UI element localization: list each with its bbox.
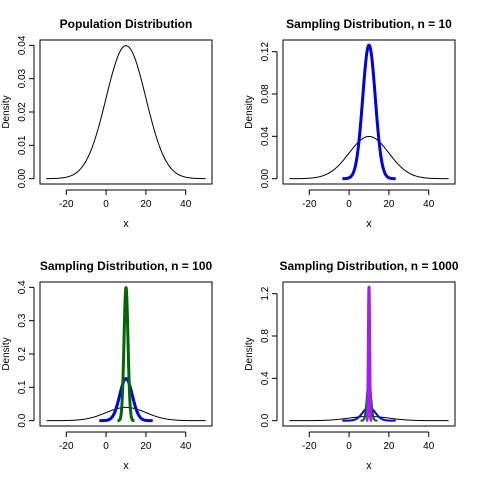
series-line-2 (97, 377, 155, 423)
x-axis-label: x (366, 460, 372, 472)
x-tick-label: -20 (302, 441, 317, 452)
y-tick-label: 0.08 (260, 84, 271, 104)
x-axis-label: x (366, 218, 372, 230)
y-tick-label: 0.03 (17, 68, 28, 88)
x-tick-label: -20 (302, 199, 317, 210)
y-tick-label: 0.00 (260, 168, 271, 188)
y-tick-label: 0.1 (17, 380, 28, 394)
y-tick-label: 0.3 (17, 313, 28, 327)
plot-frame (282, 39, 456, 185)
y-tick-label: 0.02 (17, 102, 28, 122)
x-tick-label: 20 (140, 441, 152, 452)
series-line-1 (46, 406, 206, 422)
x-tick-label: 0 (103, 441, 109, 452)
y-axis-label: Density (1, 95, 12, 128)
x-tick-label: 40 (180, 199, 192, 210)
y-tick-label: 0.0 (17, 413, 28, 427)
y-axis-label: Density (1, 337, 12, 370)
y-tick-label: 0.4 (260, 371, 271, 385)
y-tick-label: 0.8 (260, 329, 271, 343)
chart-panel-1: Population Distribution -20 0 20 40 0.00 0.01 0… (1, 17, 213, 230)
plot-frame (39, 39, 213, 185)
y-tick-label: 0.01 (17, 135, 28, 155)
x-axis-label: x (123, 460, 129, 472)
y-tick-label: 0.4 (17, 280, 28, 294)
x-tick-label: 20 (383, 199, 395, 210)
x-tick-label: 40 (180, 441, 192, 452)
y-axis-label: Density (244, 95, 255, 128)
x-tick-label: -20 (59, 441, 74, 452)
chart-panel-3: Sampling Distribution, n = 100 -20 0 20 40 0.… (1, 259, 213, 472)
series-line-4 (364, 285, 374, 423)
x-tick-label: 20 (140, 199, 152, 210)
plot-frame (39, 281, 213, 427)
series-line-3 (116, 286, 136, 423)
chart-title: Sampling Distribution, n = 10 (286, 17, 452, 31)
series-line-2 (340, 43, 398, 181)
y-tick-label: 0.04 (17, 35, 28, 55)
series-line-1 (289, 415, 449, 422)
series-line-1 (289, 135, 449, 180)
series-line-1 (46, 45, 206, 180)
x-tick-label: 40 (423, 441, 435, 452)
y-tick-label: 0.00 (17, 168, 28, 188)
x-tick-label: -20 (59, 199, 74, 210)
x-axis-label: x (123, 218, 129, 230)
x-tick-label: 0 (103, 199, 109, 210)
chart-title: Population Distribution (60, 17, 193, 31)
y-tick-label: 0.2 (17, 347, 28, 361)
y-tick-label: 1.2 (260, 286, 271, 300)
x-tick-label: 0 (346, 441, 352, 452)
plot-frame (282, 281, 456, 427)
chart-panel-4: Sampling Distribution, n = 1000 -20 0 20 40 0… (244, 259, 459, 472)
chart-title: Sampling Distribution, n = 100 (40, 259, 213, 273)
x-tick-label: 20 (383, 441, 395, 452)
y-tick-label: 0.04 (260, 126, 271, 146)
chart-panel-2: Sampling Distribution, n = 10 -20 0 20 40 0.0… (244, 17, 456, 230)
chart-title: Sampling Distribution, n = 1000 (279, 259, 458, 273)
y-tick-label: 0.12 (260, 42, 271, 62)
x-tick-label: 0 (346, 199, 352, 210)
y-axis-label: Density (244, 337, 255, 370)
y-tick-label: 0.0 (260, 413, 271, 427)
x-tick-label: 40 (423, 199, 435, 210)
